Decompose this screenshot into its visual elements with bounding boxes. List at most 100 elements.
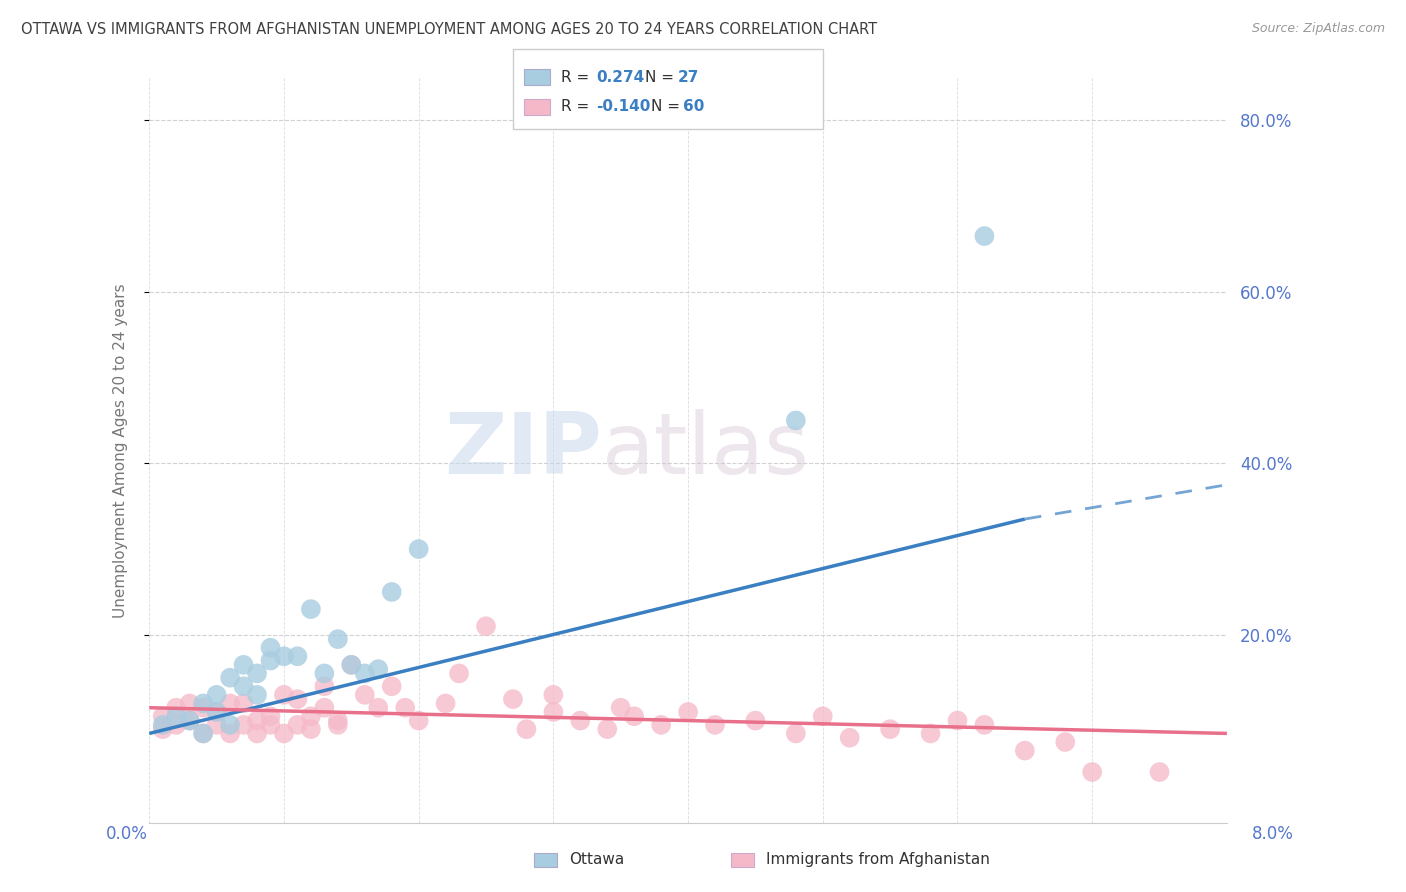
Point xyxy=(152,718,174,732)
Point xyxy=(232,679,254,693)
Text: atlas: atlas xyxy=(602,409,810,492)
Point xyxy=(785,413,807,427)
Point xyxy=(191,697,214,711)
Point xyxy=(259,709,281,723)
Point xyxy=(353,688,375,702)
Text: -0.140: -0.140 xyxy=(596,99,651,114)
Point xyxy=(259,640,281,655)
Point xyxy=(920,726,942,740)
Point xyxy=(287,692,309,706)
Point xyxy=(609,700,631,714)
Text: OTTAWA VS IMMIGRANTS FROM AFGHANISTAN UNEMPLOYMENT AMONG AGES 20 TO 24 YEARS COR: OTTAWA VS IMMIGRANTS FROM AFGHANISTAN UN… xyxy=(21,22,877,37)
Y-axis label: Unemployment Among Ages 20 to 24 years: Unemployment Among Ages 20 to 24 years xyxy=(114,283,128,618)
Point xyxy=(408,542,430,557)
Point xyxy=(475,619,498,633)
Point xyxy=(973,718,995,732)
Point xyxy=(273,688,295,702)
Point xyxy=(704,718,727,732)
Point xyxy=(205,718,228,732)
Point xyxy=(596,722,619,736)
Point xyxy=(273,726,295,740)
Text: R =: R = xyxy=(561,70,595,85)
Point xyxy=(299,722,322,736)
Point xyxy=(219,726,242,740)
Text: 0.274: 0.274 xyxy=(596,70,644,85)
Point xyxy=(191,726,214,740)
Point xyxy=(326,714,349,728)
Text: Immigrants from Afghanistan: Immigrants from Afghanistan xyxy=(766,853,990,867)
Point xyxy=(1081,765,1104,780)
Point xyxy=(314,666,336,681)
Point xyxy=(367,662,389,676)
Point xyxy=(205,705,228,719)
Point xyxy=(246,688,269,702)
Text: Ottawa: Ottawa xyxy=(569,853,624,867)
Point xyxy=(515,722,537,736)
Point xyxy=(502,692,524,706)
Point xyxy=(838,731,860,745)
Point xyxy=(449,666,471,681)
Point xyxy=(785,726,807,740)
Point xyxy=(232,697,254,711)
Point xyxy=(623,709,645,723)
Point xyxy=(179,697,201,711)
Text: ZIP: ZIP xyxy=(444,409,602,492)
Point xyxy=(811,709,834,723)
Point xyxy=(165,700,187,714)
Point xyxy=(1014,743,1036,757)
Point xyxy=(179,714,201,728)
Point xyxy=(287,718,309,732)
Point xyxy=(191,700,214,714)
Point xyxy=(219,671,242,685)
Point xyxy=(408,714,430,728)
Point xyxy=(232,657,254,672)
Point xyxy=(744,714,766,728)
Text: 27: 27 xyxy=(678,70,699,85)
Point xyxy=(381,679,404,693)
Point xyxy=(543,688,565,702)
Text: 0.0%: 0.0% xyxy=(105,825,148,843)
Point xyxy=(152,709,174,723)
Text: 60: 60 xyxy=(683,99,704,114)
Point xyxy=(367,700,389,714)
Point xyxy=(165,718,187,732)
Point xyxy=(326,718,349,732)
Text: 8.0%: 8.0% xyxy=(1251,825,1294,843)
Point xyxy=(219,718,242,732)
Point xyxy=(353,666,375,681)
Text: Source: ZipAtlas.com: Source: ZipAtlas.com xyxy=(1251,22,1385,36)
Point xyxy=(259,654,281,668)
Point xyxy=(973,229,995,244)
Point xyxy=(340,657,363,672)
Point xyxy=(340,657,363,672)
Point xyxy=(1054,735,1077,749)
Point xyxy=(326,632,349,646)
Point xyxy=(314,700,336,714)
Point xyxy=(246,714,269,728)
Point xyxy=(394,700,416,714)
Text: N =: N = xyxy=(645,70,679,85)
Point xyxy=(946,714,969,728)
Point xyxy=(165,709,187,723)
Point xyxy=(246,726,269,740)
Point xyxy=(543,705,565,719)
Point xyxy=(179,714,201,728)
Point xyxy=(205,705,228,719)
Point xyxy=(1149,765,1171,780)
Text: N =: N = xyxy=(651,99,685,114)
Text: R =: R = xyxy=(561,99,595,114)
Point xyxy=(314,679,336,693)
Point xyxy=(676,705,699,719)
Point xyxy=(273,649,295,664)
Point xyxy=(287,649,309,664)
Point xyxy=(219,697,242,711)
Point xyxy=(232,718,254,732)
Point xyxy=(152,722,174,736)
Point xyxy=(299,602,322,616)
Point xyxy=(246,666,269,681)
Point xyxy=(259,718,281,732)
Point xyxy=(434,697,457,711)
Point xyxy=(205,688,228,702)
Point xyxy=(381,585,404,599)
Point xyxy=(569,714,592,728)
